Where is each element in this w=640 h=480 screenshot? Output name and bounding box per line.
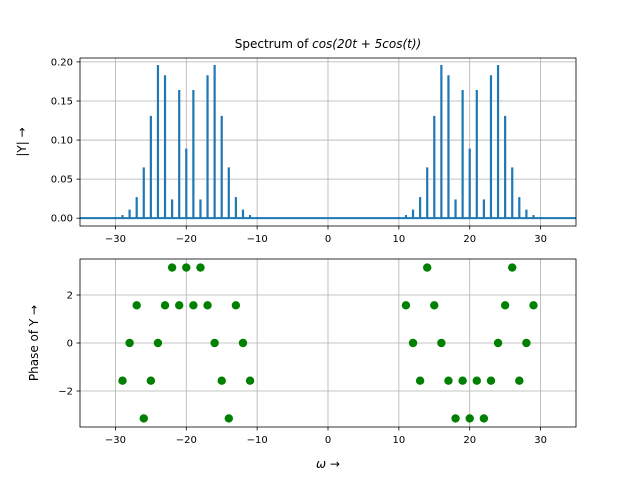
bottom-ticks: −30 −20 −10 0 10 20 30−202 [58,291,547,447]
bottom-x-tick-label: 10 [392,435,405,446]
phase-point [217,376,226,385]
top-y-tick-label: 0.00 [51,214,73,225]
bottom-y-tick-label: 2 [67,291,73,302]
chart-title: Spectrum of cos(20t + 5cos(t)) [235,37,421,51]
bottom-x-tick-label: 30 [534,435,547,446]
phase-point [493,338,503,348]
phase-point [210,338,219,348]
phase-point [160,301,170,310]
phase-point [238,338,248,348]
phase-point [508,263,517,272]
phase-point [203,301,212,310]
phase-point [472,376,481,385]
top-y-tick-label: 0.05 [51,175,73,186]
top-x-tick-label: 10 [392,234,405,245]
bottom-points [118,263,538,423]
top-x-tick-label: −20 [176,234,197,245]
phase-point [118,376,127,385]
top-ticks: −30 −20 −10 0 10 20 30 0.00 0.05 0.10 0.15 0.20 [51,57,547,245]
phase-point [231,301,241,310]
phase-point [153,338,163,348]
phase-point [167,263,177,272]
bottom-x-tick-label: −10 [247,435,268,446]
phase-point [175,301,184,310]
bottom-x-tick-label: −30 [105,435,126,446]
top-x-tick-label: −10 [247,234,268,245]
bottom-y-axis-label: Phase of Y → [27,305,41,381]
bottom-grid [80,259,576,427]
top-x-tick-label: 20 [463,234,476,245]
phase-point [500,301,510,310]
bottom-x-tick-label: 20 [463,435,476,446]
phase-point [522,338,531,348]
top-x-tick-label: −30 [105,234,126,245]
phase-point [146,376,156,385]
bottom-y-tick-label: 0 [67,339,73,350]
magnitude-spectrum-panel: Spectrum of cos(20t + 5cos(t)) −30 −20 −10… [15,37,577,245]
phase-point [479,414,489,423]
phase-point [224,414,233,423]
phase-point [182,263,191,272]
phase-point [444,376,453,385]
phase-point [401,301,411,310]
phase-point [486,376,496,385]
phase-point [125,338,134,348]
top-y-tick-label: 0.10 [51,136,73,147]
x-axis-label: ω → [316,457,340,471]
top-y-tick-label: 0.20 [51,57,73,68]
phase-point [430,301,439,310]
phase-point [196,263,205,272]
phase-point [415,376,425,385]
phase-point [408,338,418,348]
phase-point [451,414,460,423]
phase-point [245,376,255,385]
top-x-tick-label: 0 [325,234,331,245]
phase-point [465,414,474,423]
top-stems [80,65,576,220]
phase-point [515,376,524,385]
top-y-tick-label: 0.15 [51,96,73,107]
phase-point [132,301,141,310]
bottom-x-tick-label: 0 [325,435,331,446]
phase-point [458,376,467,385]
phase-point [139,414,148,423]
phase-point [437,338,446,348]
top-y-axis-label: |Y| → [15,127,29,156]
bottom-x-tick-label: −20 [176,435,197,446]
phase-point [529,301,538,310]
bottom-y-tick-label: −2 [58,387,73,398]
phase-spectrum-panel: −30 −20 −10 0 10 20 30−202 Phase of Y → ω → [27,258,577,471]
top-x-tick-label: 30 [534,234,547,245]
phase-point [423,263,432,272]
phase-point [189,301,198,310]
